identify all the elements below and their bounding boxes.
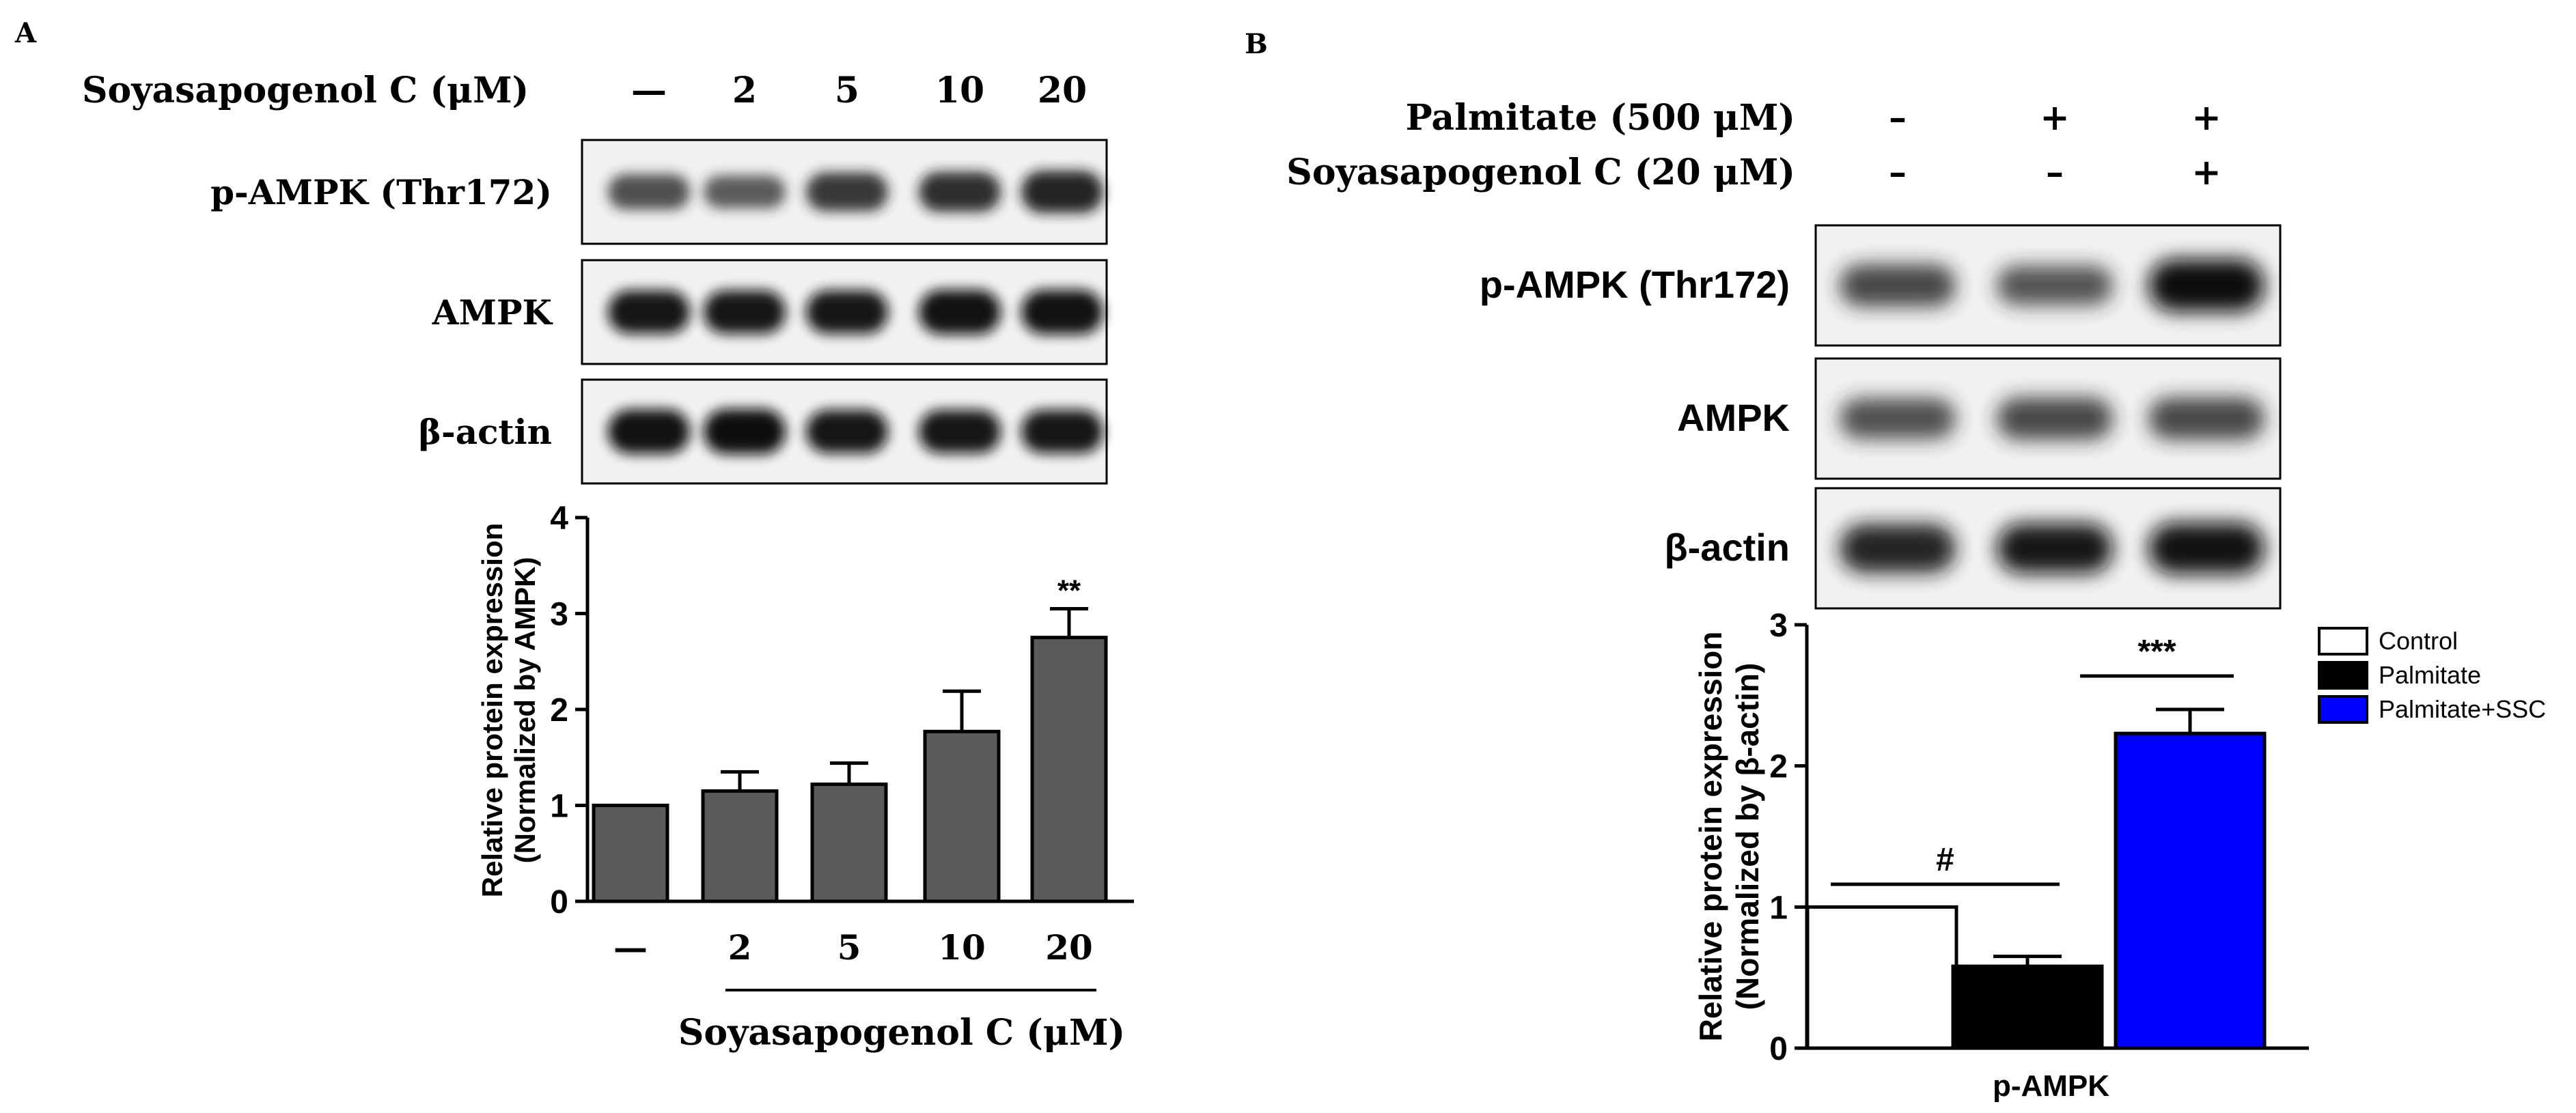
y-axis-title-line-2: (Normalized by AMPK) [509,557,541,864]
blot-band [608,290,690,334]
legend-label: Palmitate [2379,661,2481,689]
condition-label: Palmitate (500 μM) [1406,97,1795,139]
condition-value: – [2046,152,2064,193]
blot-band [704,290,786,334]
bar [1951,964,2104,1050]
y-axis-title: Relative protein expression(Normalized b… [1693,632,1765,1042]
significance-mark: # [1936,842,1954,878]
bar [592,804,669,903]
blot-label: AMPK [432,292,553,333]
blot-label: β-actin [1664,526,1790,569]
x-tick-label: 10 [938,927,986,968]
panel-a: A Soyasapogenol C (μM) —2 5 10 20 p-AMPK (T… [14,17,1134,1054]
blot-band [704,175,786,209]
bar [2114,731,2267,1050]
bar [701,789,779,903]
legend-label: Palmitate+SSC [2379,695,2546,723]
panel-a-chart: 0 1 2 3 4 — 2 5 10 20 ** Soyasapogenol C (μM) Relati… [476,501,1134,1054]
bar [1805,905,1958,1050]
blot-band [608,174,690,210]
y-tick-label: 1 [550,789,568,825]
y-tick-label: 1 [1769,890,1788,926]
x-tick-label: 20 [1045,927,1093,968]
y-axis-title-line-1: Relative protein expression [1693,632,1728,1042]
panel-a-lane-labels: — 2 5 10 20 [631,70,1087,111]
panel-b-chart: 0 1 2 3 p-AMPK # *** Control Palmitate Palmitate+… [1693,608,2546,1103]
blot-band [806,172,888,212]
condition-value: + [2191,152,2221,193]
blot-band [1997,397,2113,440]
x-tick-label: p-AMPK [1993,1069,2109,1103]
panel-b-conditions: Palmitate (500 μM) – + + Soyasapogenol C (20… [1286,97,2221,193]
panel-b-letter: B [1245,28,1268,60]
blot-band [1997,523,2113,574]
blot-band [806,290,888,334]
panel-b-blots: p-AMPK (Thr172) AMPK β-actin [1480,224,2282,610]
legend-swatch [2318,661,2368,690]
y-tick-label: 4 [550,501,568,537]
condition-label: Soyasapogenol C (20 μM) [1286,152,1795,193]
blot-band [919,171,1001,212]
blot-band [2148,522,2265,574]
legend-label: Control [2379,627,2458,655]
lane-label: — [631,70,667,111]
blot-band [1840,397,1956,440]
blot-band [1021,290,1103,335]
blot-label: p-AMPK (Thr172) [210,172,552,212]
bar [810,783,888,903]
bar [1030,636,1108,903]
lane-label: 2 [732,70,757,111]
legend-swatch [2318,627,2368,656]
lane-label: 20 [1038,70,1087,111]
x-tick-label: 5 [837,927,861,968]
blot-band [2148,397,2265,440]
blot-band [1997,265,2113,306]
blot-band [1840,264,1956,307]
blot-label: p-AMPK (Thr172) [1480,263,1790,306]
blot-band [1021,171,1103,213]
blot-label: β-actin [419,412,552,452]
blot-band [1021,410,1103,453]
blot-band [2148,259,2265,312]
y-axis-title-line-1: Relative protein expression [476,523,508,898]
condition-value: – [1889,152,1907,193]
y-tick-label: 2 [1769,749,1788,785]
condition-value: + [2040,97,2070,139]
x-tick-label: — [613,927,648,968]
blot-band [1840,524,1956,573]
y-tick-label: 3 [1769,608,1788,644]
blot-band [919,290,1001,335]
legend-swatch [2318,695,2368,724]
blot-band [704,408,786,455]
blot-label: AMPK [1677,396,1790,439]
x-tick-label: 2 [728,927,752,968]
significance-mark: ** [1057,574,1081,607]
panel-a-blots: p-AMPK (Thr172) AMPK β-actin [210,139,1108,485]
blot-band [806,410,888,453]
y-axis-title: Relative protein expression(Normalized b… [476,523,541,898]
panel-a-letter: A [14,17,37,49]
significance-mark: *** [2137,634,2176,670]
x-axis-title: Soyasapogenol C (μM) [678,1012,1125,1054]
y-tick-label: 3 [550,597,568,633]
blot-band [608,409,690,454]
panel-a-treatment-label: Soyasapogenol C (μM) [82,70,529,111]
condition-value: + [2191,97,2221,139]
lane-label: 10 [935,70,984,111]
y-axis-title-line-2: (Normalized by β-actin) [1730,663,1765,1011]
lane-label: 5 [835,70,859,111]
condition-value: – [1889,97,1907,139]
y-tick-label: 2 [550,692,568,729]
panel-b: B Palmitate (500 μM) – + + Soyasapogenol C (… [1245,28,2546,1103]
y-tick-label: 0 [1769,1031,1788,1067]
y-tick-label: 0 [550,884,568,920]
bar [923,729,1001,903]
blot-band [919,410,1001,453]
